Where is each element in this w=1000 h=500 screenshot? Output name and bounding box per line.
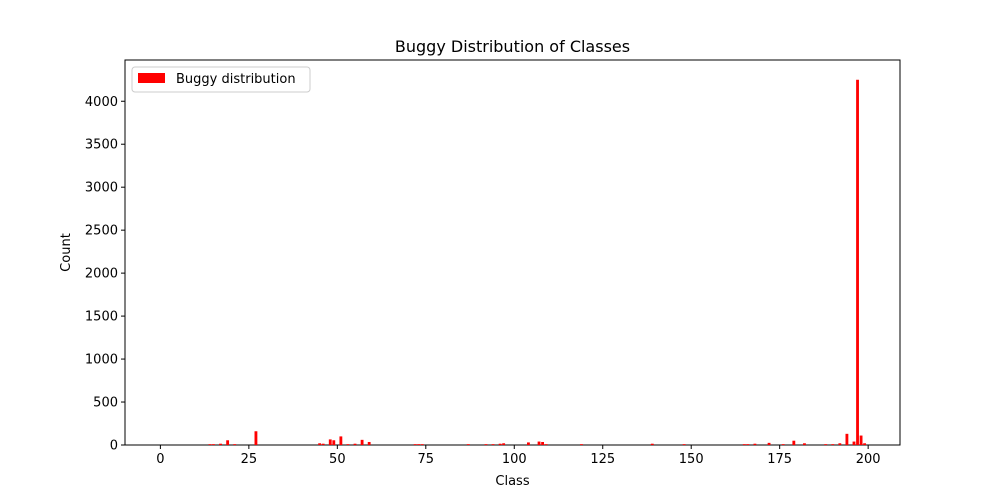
bar <box>845 433 849 445</box>
legend: Buggy distribution <box>131 66 311 93</box>
x-axis-label: Class <box>495 474 529 489</box>
x-tick-label: 200 <box>856 452 881 467</box>
bar <box>318 443 322 445</box>
y-tick-label: 1000 <box>85 353 118 368</box>
bar <box>824 444 828 445</box>
bar <box>838 443 842 445</box>
bar <box>682 444 686 445</box>
bar <box>541 441 544 445</box>
bar <box>367 441 371 445</box>
bar <box>502 443 506 445</box>
bar <box>360 439 364 445</box>
chart-title: Buggy Distribution of Classes <box>395 37 630 56</box>
x-axis-ticks: 0 25 50 75 100 125 150 175 200 <box>156 445 881 467</box>
y-tick-label: 4000 <box>85 95 118 110</box>
y-axis-label: Count <box>59 233 74 272</box>
bar <box>537 441 541 445</box>
bar <box>417 444 421 445</box>
bar <box>527 442 530 445</box>
bar <box>746 444 750 445</box>
bar <box>353 443 357 445</box>
bar <box>491 444 495 445</box>
bar <box>212 444 215 445</box>
x-tick-label: 175 <box>767 452 792 467</box>
bar <box>650 443 654 445</box>
bar <box>544 444 548 445</box>
bar <box>484 444 488 445</box>
bar <box>328 439 332 445</box>
plot-frame <box>124 59 901 446</box>
bar <box>742 444 746 445</box>
bar <box>580 444 583 445</box>
bar <box>226 440 230 445</box>
y-tick-label: 2000 <box>85 267 118 282</box>
bar <box>321 443 325 445</box>
x-tick-label: 50 <box>329 452 346 467</box>
bars <box>208 79 867 445</box>
x-tick-label: 25 <box>241 452 258 467</box>
legend-swatch <box>138 73 165 83</box>
x-tick-label: 150 <box>679 452 704 467</box>
y-tick-label: 2500 <box>85 224 118 239</box>
plot-area <box>124 59 901 446</box>
bar <box>339 436 343 445</box>
bar <box>466 444 470 445</box>
legend-label: Buggy distribution <box>176 72 296 87</box>
x-tick-label: 100 <box>502 452 527 467</box>
bar <box>219 443 222 445</box>
x-tick-label: 125 <box>590 452 615 467</box>
bar <box>254 431 258 445</box>
y-tick-label: 3500 <box>85 138 118 153</box>
bar <box>208 444 212 445</box>
y-tick-label: 500 <box>93 396 118 411</box>
bar <box>233 444 237 445</box>
x-tick-label: 75 <box>418 452 435 467</box>
bar <box>753 443 757 445</box>
bar <box>859 435 863 445</box>
bar <box>332 440 336 445</box>
bar <box>852 441 856 445</box>
bar <box>863 443 867 445</box>
legend-box <box>131 66 311 93</box>
bar <box>831 444 835 445</box>
bar <box>803 443 806 445</box>
bar <box>767 442 771 445</box>
bar <box>420 444 424 445</box>
bar <box>346 444 350 445</box>
y-axis-ticks: 0 500 1000 1500 2000 2500 3000 3500 4000 <box>85 95 125 454</box>
y-tick-label: 1500 <box>85 310 118 325</box>
bar <box>792 440 796 445</box>
bar <box>498 443 502 445</box>
bar <box>413 444 417 445</box>
bar <box>856 79 859 445</box>
bar <box>781 444 785 445</box>
x-tick-label: 0 <box>156 452 164 467</box>
y-tick-label: 0 <box>110 439 118 454</box>
y-tick-label: 3000 <box>85 181 118 196</box>
